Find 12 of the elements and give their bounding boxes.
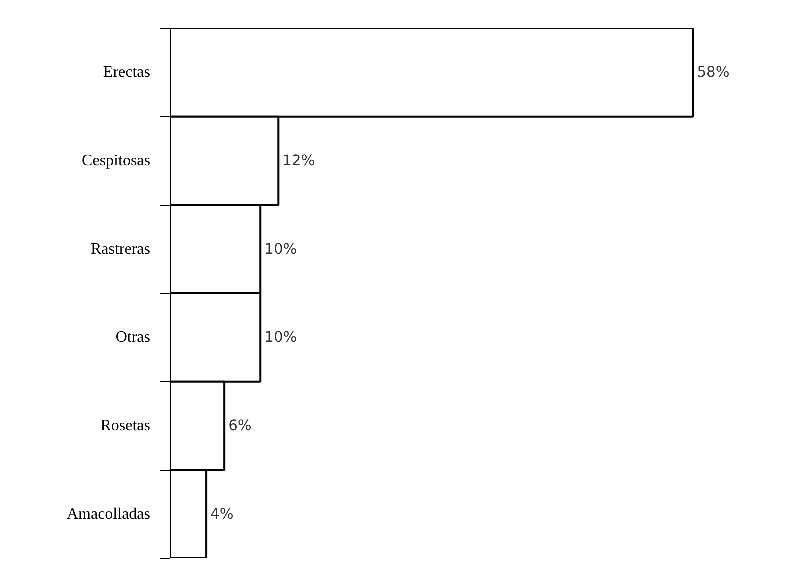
y-tick-label: Erectas [103, 64, 150, 82]
y-tick-label: Otras [116, 329, 150, 346]
data-label: 58% [697, 64, 730, 82]
data-label: 10% [264, 329, 298, 346]
data-label: 4% [210, 506, 234, 523]
data-label: 10% [264, 240, 298, 258]
y-tick-label: Cespitosas [82, 152, 151, 170]
y-tick-label: Amacolladas [66, 506, 151, 523]
data-label: 6% [228, 418, 252, 434]
y-tick-label: Rosetas [100, 418, 151, 434]
data-label: 12% [282, 152, 316, 170]
y-tick-label: Rastreras [90, 240, 150, 258]
